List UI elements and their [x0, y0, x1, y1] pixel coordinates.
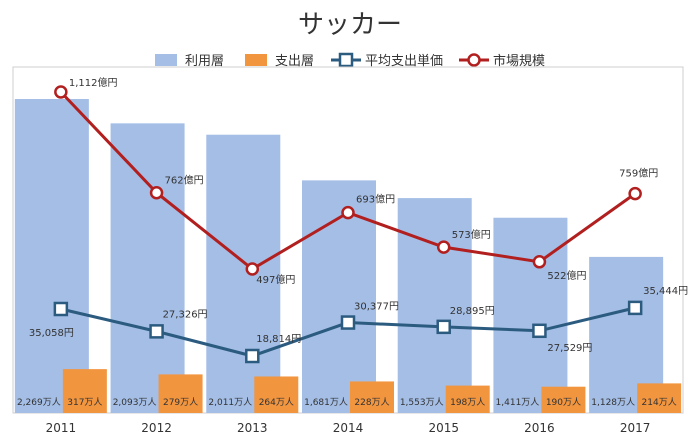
legend-swatch-2: [245, 54, 267, 66]
bar-spenders-2015: [445, 385, 490, 413]
label-users-2011: 2,269万人: [17, 397, 61, 408]
x-tick-2012: 2012: [141, 421, 172, 435]
legend-label-3: 平均支出単価: [365, 53, 443, 69]
label-spenders-2011: 317万人: [67, 397, 102, 408]
bar-spenders-2016: [541, 386, 586, 413]
bar-users-2013: [206, 134, 281, 413]
market-size-point-2014: [341, 205, 355, 220]
market-size-point-2012: [149, 185, 164, 200]
avg-spend-label-2015: 28,895円: [450, 306, 495, 317]
bar-users-2014: [302, 180, 376, 413]
x-tick-2011: 2011: [46, 421, 77, 435]
market-size-point-2013: [245, 262, 260, 276]
market-size-label-2013: 497億円: [256, 273, 295, 286]
avg-spend-point-2017: [627, 300, 643, 316]
avg-spend-label-2012: 27,326円: [163, 309, 208, 320]
bar-users-2011: [14, 99, 89, 413]
x-tick-2016: 2016: [524, 421, 555, 435]
market-size-label-2017: 759億円: [619, 167, 658, 180]
market-size-point-2016: [532, 255, 547, 269]
market-size-label-2011: 1,112億円: [69, 76, 118, 89]
avg-spend-label-2016: 27,529円: [547, 343, 592, 354]
label-users-2017: 1,128万人: [591, 397, 635, 408]
bar-spenders-2012: [158, 374, 203, 413]
lines-layer: 35,058円 27,326円 18,814円 30,377円 28,895円 27,52…: [29, 76, 688, 364]
label-spenders-2015: 198万人: [450, 397, 485, 408]
avg-spend-label-2013: 18,814円: [256, 334, 301, 345]
bar-spenders-2011: [62, 369, 107, 413]
bar-users-2012: [110, 123, 185, 413]
avg-spend-point-2013: [245, 348, 260, 364]
label-spenders-2016: 190万人: [546, 397, 581, 408]
x-tick-2015: 2015: [428, 421, 459, 435]
label-users-2016: 1,411万人: [496, 397, 540, 408]
legend-label-2: 支出層: [275, 54, 314, 69]
x-tick-2013: 2013: [237, 421, 268, 435]
market-size-point-2017: [628, 186, 642, 201]
avg-spend-point-2014: [340, 315, 356, 330]
avg-spend-point-2016: [532, 323, 547, 339]
market-size-label-2012: 762億円: [165, 174, 204, 187]
market-size-label-2015: 573億円: [452, 228, 491, 241]
bar-spenders-2017: [637, 383, 682, 413]
label-spenders-2014: 228万人: [354, 397, 389, 408]
bar-spenders-2013: [254, 376, 299, 413]
label-spenders-2013: 264万人: [259, 397, 294, 408]
avg-spend-label-2017: 35,444円: [643, 286, 688, 297]
legend: 利用層 支出層 平均支出単価 市場規模: [155, 52, 545, 69]
label-spenders-2012: 279万人: [163, 397, 198, 408]
market-size-label-2016: 522億円: [547, 269, 586, 282]
legend-label-4: 市場規模: [493, 53, 545, 69]
legend-marker-4: [467, 53, 481, 67]
chart-title: サッカー: [298, 10, 402, 40]
label-users-2012: 2,093万人: [113, 397, 157, 408]
bar-users-2016: [493, 217, 568, 413]
x-tick-2017: 2017: [620, 421, 651, 435]
legend-swatch-1: [155, 54, 177, 66]
avg-spend-label-2014: 30,377円: [354, 302, 399, 313]
x-tick-2014: 2014: [333, 421, 364, 435]
market-size-point-2011: [54, 85, 68, 99]
label-spenders-2017: 214万人: [642, 397, 677, 408]
legend-label-1: 利用層: [185, 54, 224, 69]
bars-layer: 2,269万人 317万人 2,093万人 279万人 2,011万人 264万人 1,68…: [14, 99, 682, 413]
avg-spend-point-2015: [436, 319, 451, 335]
market-size-label-2014: 693億円: [356, 193, 395, 206]
label-users-2013: 2,011万人: [208, 397, 252, 408]
x-axis: 2011 2012 2013 2014 2015 2016 2017: [46, 421, 651, 435]
avg-spend-point-2012: [149, 324, 164, 339]
avg-spend-point-2011: [53, 301, 69, 317]
label-users-2014: 1,681万人: [304, 397, 348, 408]
label-users-2015: 1,553万人: [400, 397, 444, 408]
market-size-point-2015: [436, 240, 451, 254]
avg-spend-label-2011: 35,058円: [29, 328, 74, 339]
bar-spenders-2014: [350, 381, 394, 413]
legend-marker-3: [338, 52, 354, 68]
